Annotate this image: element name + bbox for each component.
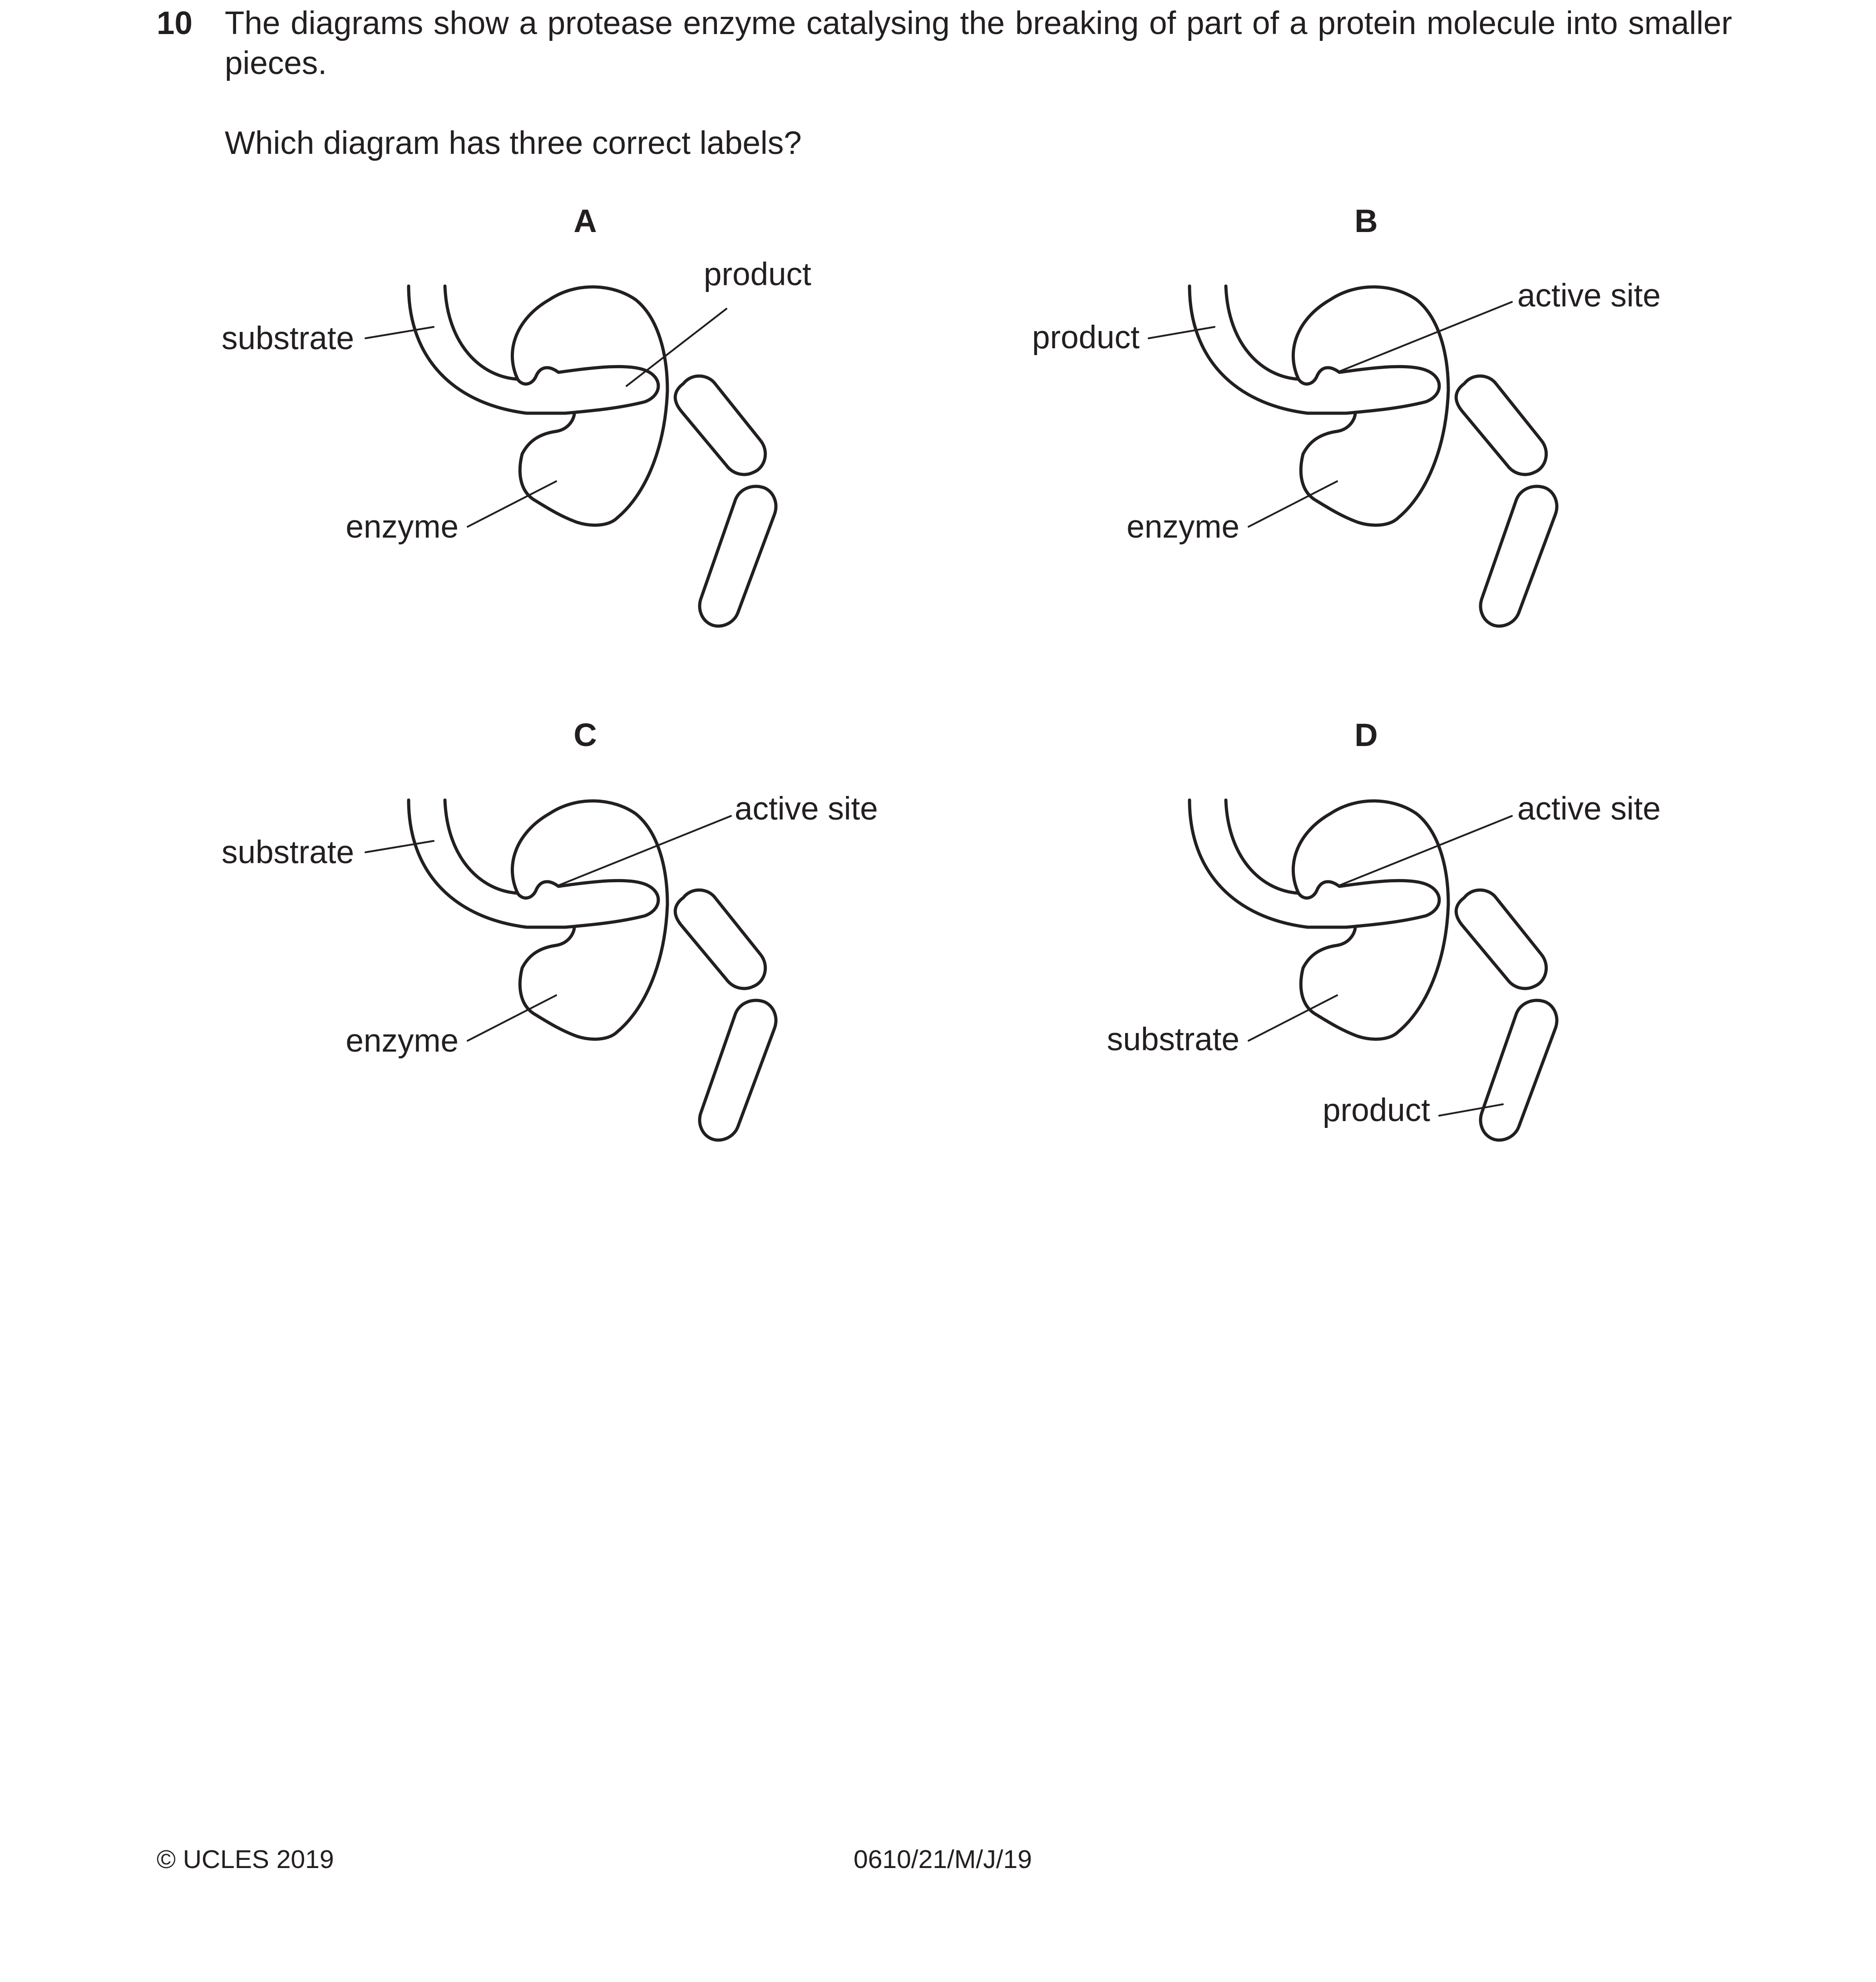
leader-active-site [558, 815, 732, 886]
product-fragment-1 [673, 374, 767, 476]
substrate-shape [1188, 284, 1348, 415]
product-fragment-2 [698, 484, 778, 628]
enzyme-shape [1291, 285, 1450, 527]
diagram-b-drawing [1148, 284, 1559, 628]
diagram-letter-a: A [573, 203, 597, 239]
substrate-shape [1188, 798, 1348, 929]
leader-enzyme [1248, 480, 1338, 528]
product-fragment-2 [1479, 484, 1559, 628]
product-fragment-1 [673, 888, 767, 990]
leader-enzyme [467, 994, 557, 1042]
substrate-shape [407, 798, 567, 929]
diagram-c: C substrate active site enzyme [0, 514, 878, 1142]
question-ask: Which diagram has three correct labels? [225, 125, 802, 161]
product-fragment-1 [1454, 374, 1548, 476]
label-c-left: substrate [221, 835, 354, 870]
product-fragment-2 [1479, 998, 1559, 1142]
leader-enzyme [467, 480, 557, 528]
diagram-a-drawing [365, 284, 778, 628]
leader-product [1438, 1103, 1504, 1117]
substrate-tongue [516, 365, 660, 415]
product-fragment-2 [698, 998, 778, 1142]
leader-substrate [365, 840, 434, 853]
footer-copyright: © UCLES 2019 [157, 1845, 334, 1874]
label-d-bottom: substrate [1106, 1022, 1239, 1058]
substrate-tongue [1297, 365, 1441, 415]
enzyme-shape [510, 285, 669, 527]
leader-active-site [1338, 815, 1513, 886]
leader-active-site [1338, 301, 1513, 372]
leader-product [1148, 326, 1215, 339]
leader-substrate [365, 326, 434, 339]
substrate-tongue [516, 879, 660, 929]
label-d-top: active site [1517, 791, 1661, 827]
leader-substrate [1248, 994, 1338, 1042]
diagram-a: A substrate product enzyme [0, 0, 817, 628]
enzyme-shape [1291, 799, 1450, 1041]
label-b-left: product [1032, 320, 1140, 356]
label-c-bottom: enzyme [346, 1023, 459, 1059]
enzyme-shape [510, 799, 669, 1041]
diagram-letter-c: C [573, 717, 597, 753]
label-c-top: active site [735, 791, 878, 827]
question-number: 10 [157, 5, 193, 41]
substrate-tongue [1297, 879, 1441, 929]
diagram-letter-d: D [1354, 717, 1378, 753]
label-a-bottom: enzyme [346, 509, 459, 545]
diagram-c-drawing [365, 798, 778, 1142]
substrate-shape [407, 284, 567, 415]
question-intro: The diagrams show a protease enzyme cata… [225, 5, 1732, 81]
label-a-top: product [704, 257, 811, 292]
leader-product [626, 308, 727, 387]
diagram-letter-b: B [1354, 203, 1378, 239]
product-fragment-1 [1454, 888, 1548, 990]
label-b-top: active site [1517, 278, 1661, 314]
question-stem: The diagrams show a protease enzyme cata… [225, 4, 1732, 163]
diagram-d: D active site substrate product [781, 514, 1661, 1142]
footer-paper-code: 0610/21/M/J/19 [854, 1845, 1032, 1874]
diagram-b: B product active site enzyme [781, 0, 1661, 628]
diagram-d-drawing [1188, 798, 1559, 1142]
label-d-product: product [1323, 1092, 1430, 1128]
label-b-bottom: enzyme [1126, 509, 1239, 545]
label-a-left: substrate [221, 321, 354, 356]
